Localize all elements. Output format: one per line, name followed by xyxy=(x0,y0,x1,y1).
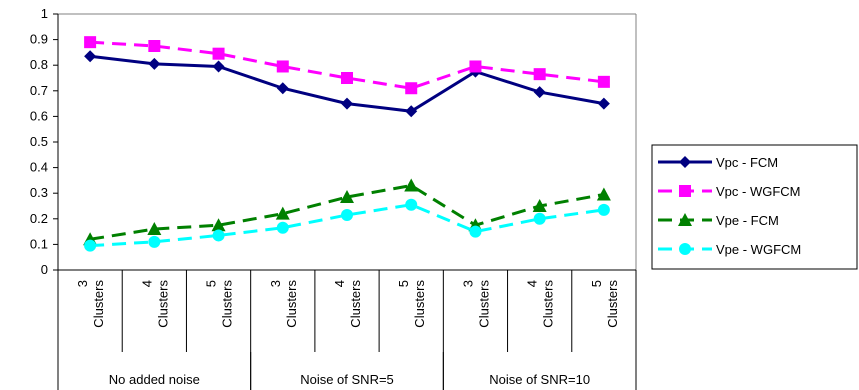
category-label: 5 Clusters xyxy=(589,280,620,328)
category-label-line: Clusters xyxy=(220,280,235,328)
y-tick-label: 0.3 xyxy=(30,185,48,200)
category-label: 3 Clusters xyxy=(268,280,299,328)
data-point xyxy=(84,50,97,63)
group-label: Noise of SNR=10 xyxy=(489,372,590,387)
category-label: 5 Clusters xyxy=(204,280,235,328)
category-label-line: Clusters xyxy=(91,280,106,328)
legend-entry: Vpc - FCM xyxy=(658,155,778,170)
y-tick-label: 0.6 xyxy=(30,108,48,123)
data-point xyxy=(276,82,289,95)
y-tick-label: 0.7 xyxy=(30,83,48,98)
data-point xyxy=(679,185,691,197)
data-point xyxy=(340,190,354,204)
category-label-line: Clusters xyxy=(412,280,427,328)
data-point xyxy=(212,47,225,60)
y-tick-label: 0.1 xyxy=(30,236,48,251)
group-label: No added noise xyxy=(109,372,200,387)
category-label-line: Clusters xyxy=(284,280,299,328)
data-point xyxy=(275,206,290,220)
data-point xyxy=(679,243,691,255)
legend-label: Vpc - FCM xyxy=(716,155,778,170)
data-point xyxy=(148,235,161,248)
data-point xyxy=(405,82,418,95)
category-label-line: 4 xyxy=(332,280,347,287)
category-label: 4 Clusters xyxy=(525,280,556,328)
data-point xyxy=(597,75,610,88)
legend-entry: Vpc - WGFCM xyxy=(658,184,801,199)
category-label-line: Clusters xyxy=(541,280,556,328)
category-label-line: Clusters xyxy=(348,280,363,328)
category-label-line: Clusters xyxy=(605,280,620,328)
y-tick-label: 0.5 xyxy=(30,134,48,149)
data-point xyxy=(405,105,418,118)
data-point xyxy=(212,229,225,242)
category-label: 3 Clusters xyxy=(460,280,491,328)
data-point xyxy=(341,72,353,84)
category-label-line: Clusters xyxy=(476,280,491,328)
series-1 xyxy=(84,36,610,95)
data-point xyxy=(212,60,225,73)
series-0 xyxy=(84,50,610,118)
category-label-line: Clusters xyxy=(155,280,170,328)
legend-label: Vpe - WGFCM xyxy=(716,242,801,257)
category-label-line: 5 xyxy=(396,280,411,287)
y-tick-label: 0.4 xyxy=(30,160,48,175)
data-point xyxy=(211,218,226,232)
data-point xyxy=(84,239,97,252)
category-label: 3 Clusters xyxy=(75,280,106,328)
data-point xyxy=(84,36,97,49)
data-point xyxy=(276,221,289,234)
category-label-line: 5 xyxy=(204,280,219,287)
legend-label: Vpc - WGFCM xyxy=(716,184,801,199)
data-point xyxy=(533,212,546,225)
category-label-line: 3 xyxy=(460,280,475,287)
series-3 xyxy=(84,198,610,252)
data-point xyxy=(148,57,161,70)
data-point xyxy=(679,156,691,168)
legend-label: Vpe - FCM xyxy=(716,213,779,228)
category-label: 5 Clusters xyxy=(396,280,427,328)
category-label-line: 3 xyxy=(268,280,283,287)
data-point xyxy=(597,203,610,216)
y-tick-label: 0.2 xyxy=(30,211,48,226)
data-point xyxy=(533,68,546,81)
data-point xyxy=(469,225,482,238)
y-tick-label: 0.8 xyxy=(30,57,48,72)
category-label-line: 4 xyxy=(139,280,154,287)
data-point xyxy=(276,60,289,73)
group-label: Noise of SNR=5 xyxy=(300,372,394,387)
data-point xyxy=(341,208,353,221)
data-point xyxy=(148,40,161,52)
category-label-line: 4 xyxy=(525,280,540,287)
legend-entry: Vpe - FCM xyxy=(658,213,779,228)
series-line xyxy=(89,183,605,241)
data-point xyxy=(341,97,353,110)
category-label-line: 3 xyxy=(75,280,90,287)
data-point xyxy=(405,198,418,211)
y-tick-label: 0.9 xyxy=(30,32,48,47)
data-point xyxy=(469,60,482,73)
y-tick-label: 0 xyxy=(41,262,48,277)
data-point xyxy=(597,97,610,110)
data-point xyxy=(404,178,419,192)
category-label-line: 5 xyxy=(589,280,604,287)
data-point xyxy=(533,86,546,99)
category-label: 4 Clusters xyxy=(139,280,170,328)
legend-entry: Vpe - WGFCM xyxy=(658,242,801,257)
y-tick-label: 1 xyxy=(41,6,48,21)
category-label: 4 Clusters xyxy=(332,280,363,328)
data-point xyxy=(532,199,547,212)
data-point xyxy=(678,213,692,226)
data-point xyxy=(596,187,611,201)
data-point xyxy=(147,222,162,236)
